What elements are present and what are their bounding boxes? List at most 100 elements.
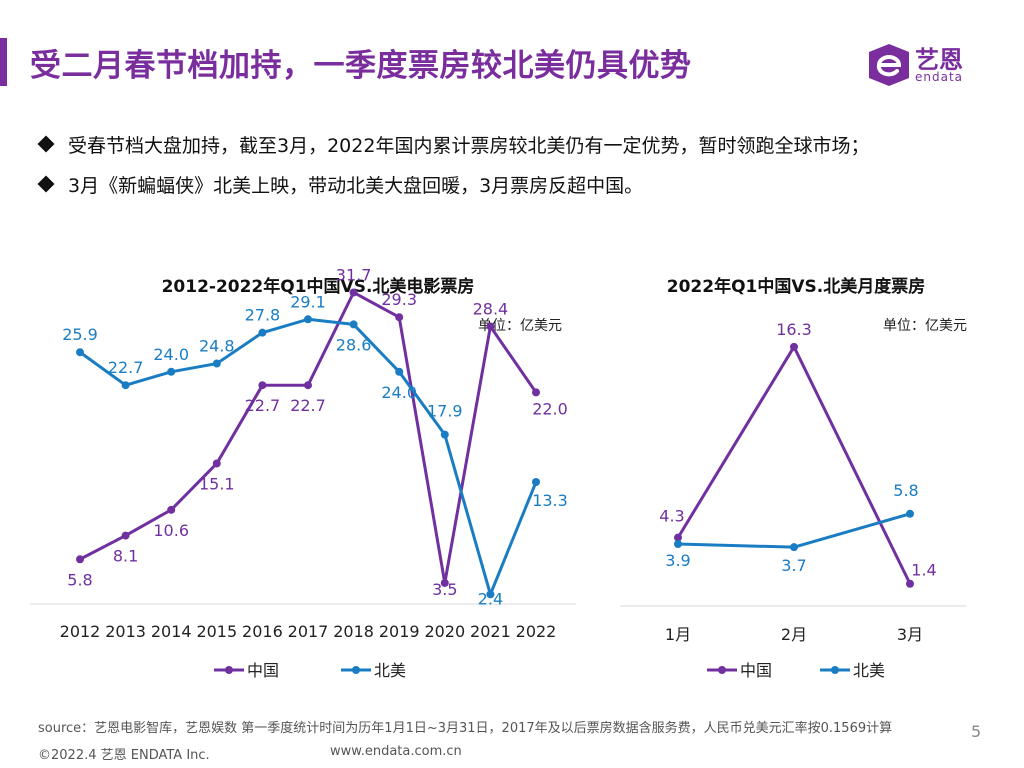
data-point-china: [674, 533, 682, 542]
data-point-china: [258, 381, 267, 390]
data-label-china: 4.3: [659, 507, 684, 526]
data-label-na: 28.6: [336, 335, 372, 354]
data-label-na: 24.0: [153, 345, 189, 364]
data-point-china: [167, 505, 176, 514]
data-label-china: 22.0: [532, 399, 568, 418]
copyright: ©2022.4 艺恩 ENDATA Inc.: [38, 748, 210, 763]
data-label-na: 29.1: [290, 292, 326, 311]
data-point-china: [349, 288, 358, 297]
data-point-na: [674, 539, 682, 548]
data-label-na: 3.7: [781, 556, 806, 575]
x-tick-label: 1月: [665, 625, 691, 644]
data-label-na: 13.3: [532, 491, 568, 510]
x-tick-label: 2022: [516, 622, 557, 641]
data-point-china: [906, 579, 914, 588]
x-tick-label: 2019: [379, 622, 420, 641]
x-tick-label: 2月: [781, 625, 807, 644]
legend-china-marker: [225, 666, 233, 674]
data-point-china: [304, 381, 312, 390]
data-label-china: 1.4: [911, 561, 936, 580]
series-line-na: [677, 512, 911, 549]
data-label-china: 29.3: [381, 290, 417, 309]
source-note: source：艺恩电影智库，艺恩娱数 第一季度统计时间为历年1月1日~3月31日…: [38, 721, 893, 736]
data-point-na: [440, 430, 449, 439]
data-point-na: [258, 328, 267, 337]
chart-legend: 中国 北美: [707, 661, 885, 680]
x-tick-label: 2017: [288, 622, 329, 641]
data-label-china: 16.3: [776, 320, 812, 339]
x-tick-label: 2021: [470, 622, 511, 641]
data-label-na: 2.4: [478, 589, 503, 608]
data-point-na: [76, 348, 84, 357]
endata-logo: 艺恩 endata: [863, 40, 988, 90]
bullet-text: 受春节档大盘加持，截至3月，2022年国内累计票房较北美仍有一定优势，暂时领跑全…: [68, 134, 870, 157]
bullet-text: 3月《新蝙蝠侠》北美上映，带动北美大盘回暖，3月票房反超中国。: [68, 174, 644, 197]
data-label-china: 3.5: [432, 580, 457, 599]
chart-legend: 中国 北美: [214, 661, 406, 680]
legend-na-marker: [831, 666, 839, 674]
x-tick-label: 2013: [105, 622, 146, 641]
chart-title: 2022年Q1中国VS.北美月度票房: [667, 276, 925, 297]
x-tick-label: 2012: [60, 622, 101, 641]
endata-logo-icon: [869, 44, 909, 86]
data-label-na: 17.9: [427, 402, 463, 421]
data-point-na: [121, 381, 130, 390]
bullet-item: 受春节档大盘加持，截至3月，2022年国内累计票房较北美仍有一定优势，暂时领跑全…: [37, 124, 870, 164]
data-label-na: 27.8: [245, 306, 281, 325]
legend-na-label: 北美: [853, 661, 885, 680]
data-label-china: 22.7: [290, 396, 326, 415]
data-point-na: [486, 590, 495, 599]
data-point-china: [395, 313, 404, 322]
chart-unit: 单位：亿美元: [883, 318, 967, 334]
x-tick-label: 2018: [333, 622, 374, 641]
legend-china-marker: [718, 666, 726, 674]
legend-china-label: 中国: [740, 661, 772, 680]
x-tick-label: 3月: [897, 625, 923, 644]
data-point-na: [304, 315, 312, 324]
legend-china-label: 中国: [247, 661, 279, 680]
chart-unit: 单位：亿美元: [478, 318, 562, 334]
title-accent-bar: [0, 38, 7, 86]
data-label-china: 22.7: [245, 396, 281, 415]
monthly-q1-box-office-chart: 2022年Q1中国VS.北美月度票房 单位：亿美元 1月 2月 3月 4.3 16.3 1…: [620, 276, 967, 680]
legend-na-label: 北美: [374, 661, 406, 680]
data-point-na: [167, 367, 176, 376]
data-label-na: 24.8: [199, 337, 235, 356]
data-point-china: [76, 555, 84, 564]
data-label-na: 22.7: [108, 358, 144, 377]
x-tick-label: 2014: [151, 622, 192, 641]
x-tick-label: 2016: [242, 622, 283, 641]
bullet-item: 3月《新蝙蝠侠》北美上映，带动北美大盘回暖，3月票房反超中国。: [37, 164, 869, 204]
data-label-na: 25.9: [62, 325, 98, 344]
data-point-na: [212, 359, 221, 368]
data-point-china: [790, 342, 798, 351]
data-point-china: [532, 388, 540, 397]
data-point-na: [395, 367, 404, 376]
data-label-china: 15.1: [199, 474, 235, 493]
data-point-china: [212, 459, 221, 468]
data-point-china: [121, 531, 130, 540]
data-label-china: 31.7: [336, 265, 372, 284]
data-point-na: [349, 320, 358, 329]
data-point-na: [906, 509, 914, 518]
series-line-china: [79, 290, 538, 585]
page-title: 受二月春节档加持，一季度票房较北美仍具优势: [30, 48, 692, 84]
data-point-na: [532, 478, 540, 487]
page-number: 5: [971, 722, 982, 741]
diamond-bullet-icon: [37, 135, 55, 153]
data-label-na: 5.8: [893, 481, 918, 500]
data-label-china: 10.6: [153, 521, 189, 540]
data-label-china: 28.4: [473, 299, 509, 318]
diamond-bullet-icon: [37, 175, 55, 193]
annual-q1-box-office-chart: 2012-2022年Q1中国VS.北美电影票房 单位：亿美元 2012 2013 2…: [30, 265, 576, 680]
bullet-list: 受春节档大盘加持，截至3月，2022年国内累计票房较北美仍有一定优势，暂时领跑全…: [37, 124, 870, 204]
data-label-na: 3.9: [665, 551, 690, 570]
website-link[interactable]: www.endata.com.cn: [330, 744, 462, 759]
data-point-na: [790, 543, 798, 552]
data-label-china: 5.8: [67, 570, 92, 589]
legend-na-marker: [352, 666, 360, 674]
data-label-na: 24.0: [381, 383, 417, 402]
data-point-china: [440, 578, 449, 587]
data-point-china: [486, 322, 495, 331]
x-tick-label: 2020: [424, 622, 465, 641]
